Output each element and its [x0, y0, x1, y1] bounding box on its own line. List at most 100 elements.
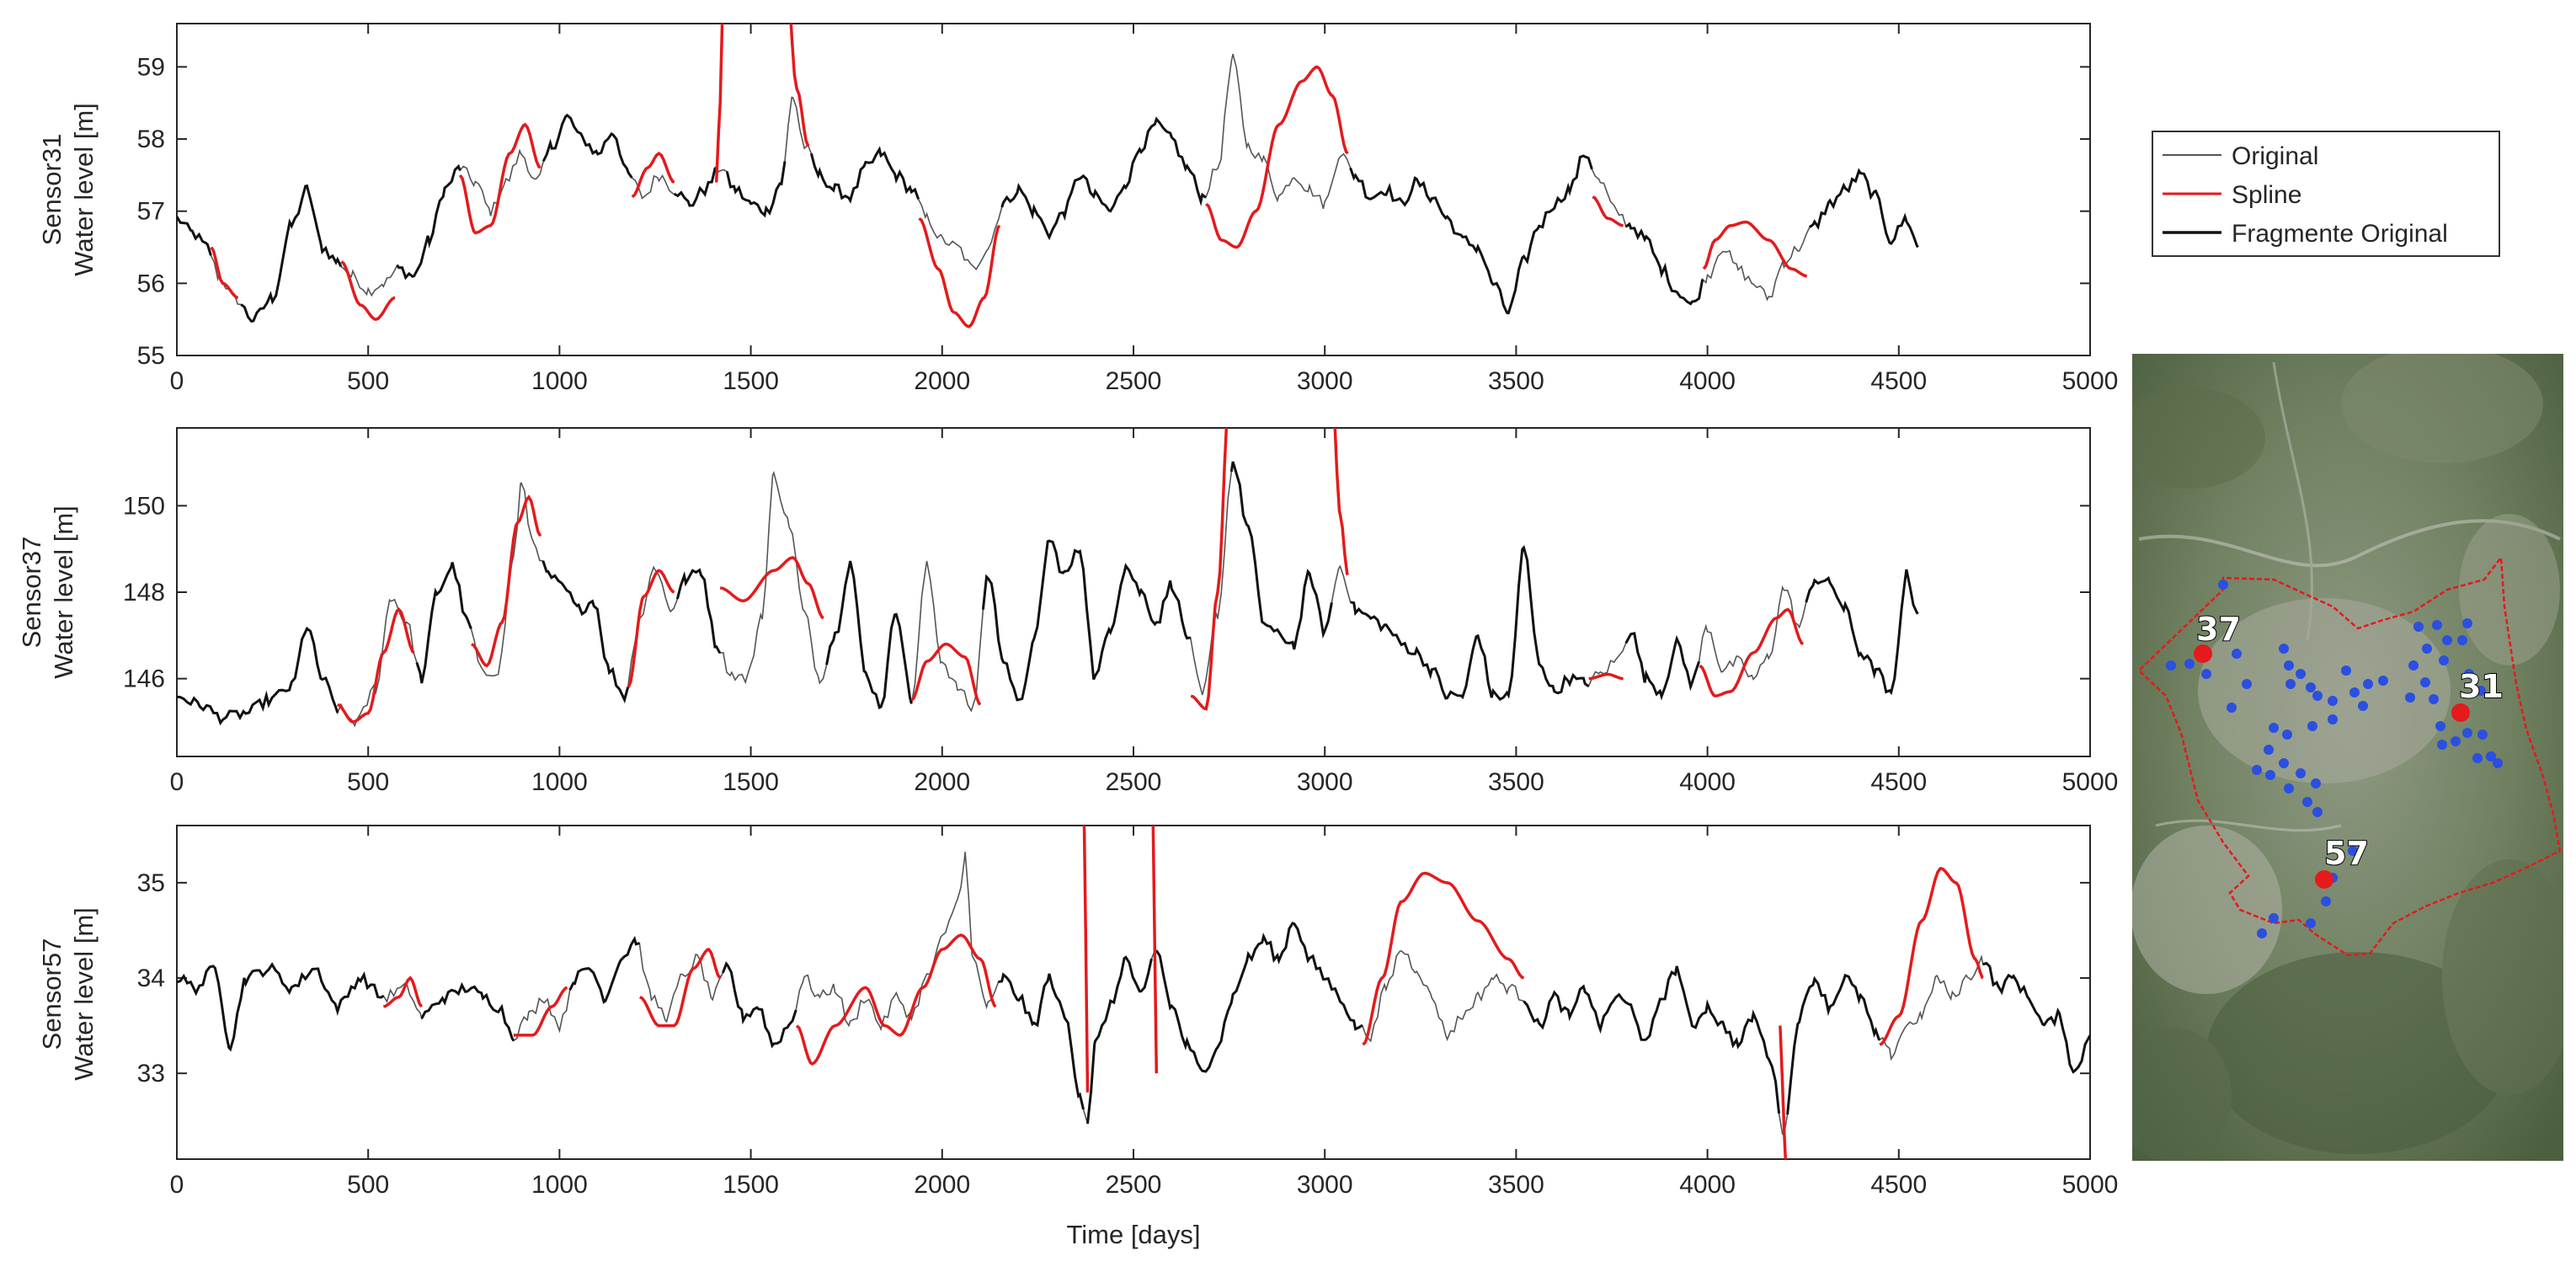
x-tick-label: 4500: [1870, 367, 1927, 395]
spline-segment: [631, 152, 675, 198]
spline-segment: [910, 642, 982, 706]
spline-segment: [1082, 826, 1090, 1093]
x-tick-label: 4000: [1679, 367, 1736, 395]
x-tick-label: 0: [170, 1171, 184, 1199]
y-label-sensor: Sensor57: [37, 938, 67, 1050]
x-tick-label: 1500: [723, 768, 779, 796]
series-fragment-original: [177, 922, 2090, 1125]
y-tick-label: 34: [137, 965, 165, 992]
series-spline: [382, 826, 1984, 1159]
x-tick-label: 0: [170, 367, 184, 395]
sensor-57-marker: [2315, 870, 2333, 889]
chart-sensor37: 0 500 1000 1500 2000 2500 3000 3500 4000 4500 5000…: [17, 427, 2119, 796]
x-tick-label: 1000: [531, 768, 588, 796]
x-tick-label: 3500: [1488, 367, 1544, 395]
spline-segment: [1592, 195, 1624, 227]
sensor-point: [2218, 580, 2228, 590]
sensor-point: [2312, 691, 2323, 701]
sensor-point: [2341, 665, 2351, 676]
sensor-point: [2413, 622, 2424, 632]
sensor-point: [2363, 679, 2373, 689]
sensor-point: [2269, 723, 2279, 733]
series-spline: [337, 428, 1805, 724]
x-tick-label: 5000: [2062, 768, 2119, 796]
spline-segment: [1879, 867, 1984, 1046]
x-tick-label: 5000: [2062, 1171, 2119, 1199]
x-tick-label: 2000: [914, 367, 970, 395]
x-tick-label: 4000: [1679, 1171, 1736, 1199]
sensor-point: [2408, 660, 2419, 671]
sensor-point: [2462, 728, 2472, 738]
sensor-point: [2296, 669, 2306, 679]
spline-segment: [627, 569, 675, 688]
x-tick-label: 3500: [1488, 768, 1544, 796]
map-terrain-texture: [2132, 354, 2563, 1161]
y-tick-label: 55: [137, 342, 165, 370]
sensor-point: [2432, 620, 2442, 630]
x-tick-label: 2500: [1106, 1171, 1162, 1199]
sensor-point: [2457, 635, 2467, 645]
plot-frame: [176, 23, 2091, 356]
sensor-point: [2279, 758, 2289, 768]
spline-segment: [719, 556, 824, 620]
x-tick-label: 2500: [1106, 367, 1162, 395]
y-tick-label: 33: [137, 1060, 165, 1088]
x-tick-label: 0: [170, 768, 184, 796]
spline-segment: [1333, 428, 1350, 576]
spline-segment: [337, 607, 415, 724]
sensor-point: [2264, 745, 2274, 755]
series-fragment-original: [177, 113, 1919, 323]
sensor-point: [2311, 778, 2321, 788]
sensor-point: [2184, 659, 2195, 669]
sensor-point: [2284, 783, 2294, 794]
spline-segment: [1699, 607, 1805, 698]
x-label: Time [days]: [1066, 1220, 1200, 1249]
legend-label-fragment: Fragmente Original: [2232, 220, 2448, 248]
sensor-point: [2472, 753, 2483, 763]
axis-ticks: 0 500 1000 1500 2000 2500 3000 3500 4000 4500 5000…: [137, 24, 2119, 395]
x-tick-label: 2500: [1106, 768, 1162, 796]
sensor-point: [2476, 686, 2486, 696]
plot-frame: [176, 427, 2091, 757]
spline-segment: [795, 933, 997, 1066]
x-tick-label: 3000: [1297, 768, 1353, 796]
axis-ticks: 0 500 1000 1500 2000 2500 3000 3500 4000 4500 5000…: [137, 826, 2119, 1199]
x-tick-label: 4500: [1870, 768, 1927, 796]
spline-segment: [1362, 871, 1525, 1046]
sensor-point: [2282, 730, 2292, 740]
legend-label-spline: Spline: [2232, 181, 2301, 209]
sensor-point: [2284, 660, 2294, 671]
chart-sensor31: 0 500 1000 1500 2000 2500 3000 3500 4000 4500 5000…: [37, 23, 2119, 395]
sensor-point: [2493, 758, 2503, 768]
sensor-point: [2312, 807, 2323, 817]
sensor-point: [2257, 928, 2267, 938]
x-tick-label: 4000: [1679, 768, 1736, 796]
x-tick-label: 1000: [531, 367, 588, 395]
x-tick-label: 4500: [1870, 1171, 1927, 1199]
study-area-boundary: [2137, 554, 2562, 957]
spline-segment: [1205, 65, 1349, 249]
sensor-point: [2439, 655, 2449, 665]
sensor-point: [2201, 669, 2211, 679]
spline-segment: [1702, 220, 1807, 278]
sensor-point: [2451, 736, 2461, 746]
sensor-point: [2462, 618, 2472, 628]
spline-segment: [340, 260, 396, 322]
y-label: Water level [m]: [69, 103, 99, 276]
sensor-point: [2307, 721, 2317, 731]
sensor-point: [2378, 676, 2388, 686]
sensor-point: [2348, 846, 2358, 856]
sensor-point: [2227, 703, 2237, 713]
sensor-point: [2242, 679, 2252, 689]
sensor-point: [2405, 692, 2415, 703]
sensor-point: [2435, 721, 2445, 731]
sensor-point: [2328, 714, 2338, 724]
x-tick-label: 5000: [2062, 367, 2119, 395]
sensor-point: [2442, 635, 2452, 645]
spline-segment: [918, 216, 1001, 329]
sensor-point: [2429, 694, 2439, 704]
x-tick-label: 2000: [914, 1171, 970, 1199]
sensor-point: [2166, 660, 2176, 671]
y-label-sensor: Sensor31: [37, 134, 67, 246]
sensor-point: [2232, 649, 2242, 659]
